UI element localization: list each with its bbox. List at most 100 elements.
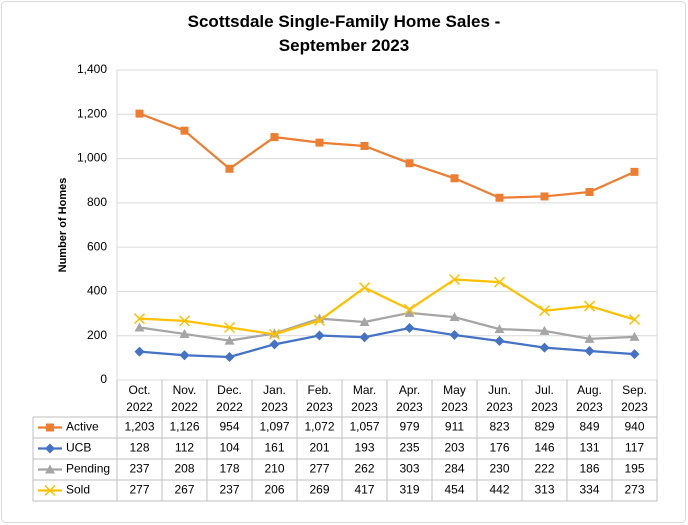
table-value: 178	[219, 462, 239, 476]
table-value: 979	[399, 420, 419, 434]
table-value: 954	[219, 420, 239, 434]
marker	[494, 324, 505, 334]
marker	[585, 188, 594, 197]
table-value: 176	[489, 441, 509, 455]
table-value: 104	[219, 441, 239, 455]
marker	[223, 321, 236, 334]
marker	[315, 138, 324, 147]
series-line	[139, 278, 635, 336]
table-value: 277	[309, 462, 329, 476]
x-tick-label: Jun. 2023	[486, 383, 513, 414]
marker	[269, 339, 280, 350]
x-tick-label: Aug. 2023	[576, 383, 603, 414]
marker	[539, 342, 550, 353]
marker	[450, 174, 459, 183]
table-value: 911	[445, 420, 464, 434]
marker	[449, 312, 460, 322]
table-value: 195	[624, 462, 644, 476]
marker	[133, 313, 146, 325]
marker	[540, 192, 549, 201]
marker	[495, 193, 504, 202]
y-tick-label: 0	[100, 372, 107, 386]
marker	[360, 141, 369, 150]
marker	[44, 484, 56, 497]
table-value: 454	[444, 483, 464, 497]
x-tick-label: Sep. 2023	[621, 383, 648, 414]
marker	[628, 314, 641, 326]
table-value: 161	[264, 441, 284, 455]
table-value: 829	[534, 420, 554, 434]
legend-label: Sold	[66, 483, 90, 497]
marker	[179, 350, 190, 361]
x-tick-label: May 2023	[441, 383, 468, 414]
table-value: 128	[129, 441, 149, 455]
y-tick-label: 1,000	[77, 151, 107, 165]
table-value: 940	[624, 420, 644, 434]
x-tick-label: Oct. 2022	[126, 383, 153, 414]
table-value: 230	[489, 462, 509, 476]
y-tick-label: 400	[87, 284, 107, 298]
marker	[180, 126, 189, 135]
table-value: 237	[129, 462, 149, 476]
marker	[313, 314, 326, 326]
y-tick-label: 1,400	[77, 62, 107, 76]
marker	[493, 276, 506, 288]
marker	[46, 423, 54, 432]
marker	[630, 167, 639, 176]
marker	[405, 159, 414, 168]
table-value: 1,126	[169, 420, 199, 434]
table-value: 201	[309, 441, 329, 455]
marker	[270, 133, 279, 142]
marker	[404, 322, 415, 333]
marker	[225, 164, 234, 173]
marker	[224, 351, 235, 362]
marker	[584, 345, 595, 356]
series-line	[139, 311, 635, 342]
table-value: 277	[129, 483, 149, 497]
table-value: 1,072	[304, 420, 334, 434]
table-value: 442	[489, 483, 509, 497]
marker	[359, 316, 370, 326]
y-tick-label: 800	[87, 195, 107, 209]
marker	[268, 328, 281, 340]
x-tick-label: Mar. 2023	[351, 383, 378, 414]
table-value: 269	[309, 483, 329, 497]
marker	[404, 307, 415, 317]
marker	[178, 315, 191, 327]
series-line	[139, 112, 635, 199]
marker	[449, 330, 460, 341]
table-value: 267	[174, 483, 194, 497]
y-axis-label: Number of Homes	[57, 178, 69, 273]
marker	[583, 300, 596, 312]
x-tick-label: Nov. 2022	[171, 383, 198, 414]
table-value: 1,057	[349, 420, 379, 434]
marker	[403, 303, 416, 315]
table-value: 1,097	[259, 420, 289, 434]
legend-label: Pending	[66, 462, 110, 476]
marker	[45, 443, 55, 454]
marker	[45, 464, 55, 474]
marker	[358, 282, 371, 294]
marker	[584, 333, 595, 343]
table-value: 1,203	[124, 420, 154, 434]
marker	[134, 346, 145, 357]
table-value: 208	[174, 462, 194, 476]
table-value: 131	[579, 441, 599, 455]
series-line	[139, 326, 635, 359]
table-value: 334	[579, 483, 599, 497]
chart-title: Scottsdale Single-Family Home Sales - Se…	[187, 12, 501, 55]
table-value: 146	[534, 441, 554, 455]
marker	[629, 349, 640, 360]
table-value: 303	[399, 462, 419, 476]
marker	[448, 273, 461, 286]
table-value: 849	[579, 420, 599, 434]
marker	[135, 109, 144, 118]
marker	[134, 322, 145, 332]
marker	[314, 330, 325, 341]
y-tick-label: 200	[87, 328, 107, 342]
table-value: 823	[489, 420, 509, 434]
table-value: 319	[399, 483, 419, 497]
